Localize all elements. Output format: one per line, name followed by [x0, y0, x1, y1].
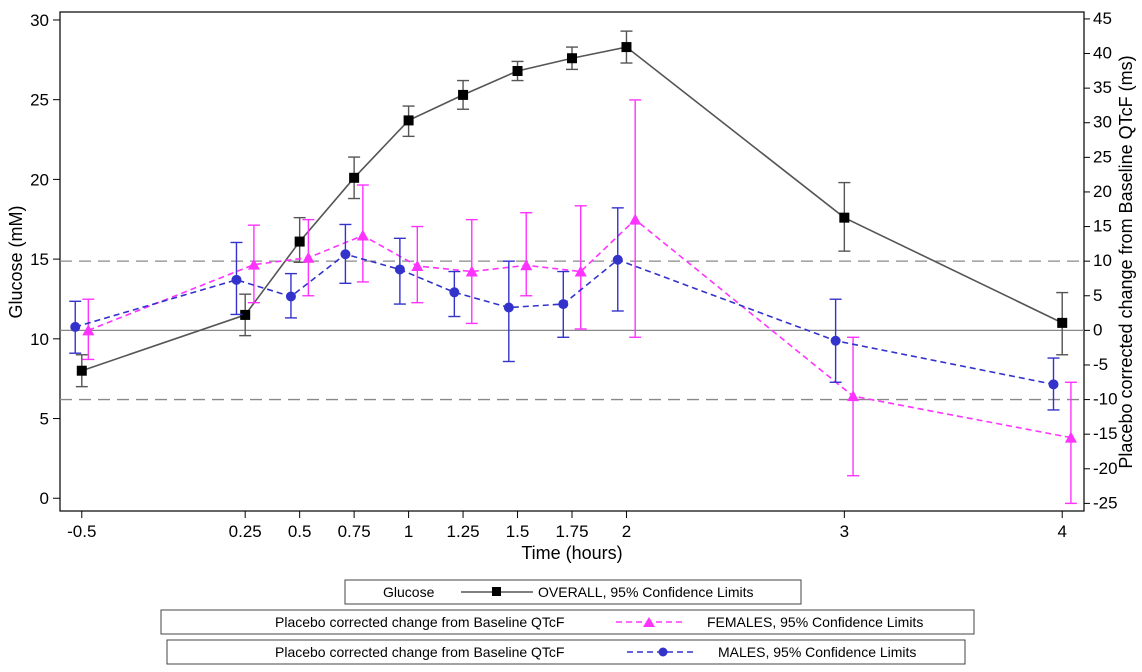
series-layer — [69, 30, 1077, 505]
y-right-axis: -25 -20 -15 -10 -5 0 5 10 15 20 25 30 35 40 45 — [1084, 9, 1118, 512]
data-point — [520, 259, 533, 271]
data-point — [340, 249, 351, 260]
y-right-axis-label: Placebo corrected change from Baseline Q… — [1116, 55, 1136, 468]
y-left-tick-label: 25 — [30, 91, 49, 110]
y-right-tick-label: 25 — [1093, 147, 1112, 166]
legend-overall: Glucose OVERALL, 95% Confidence Limits — [344, 579, 802, 605]
legend-marker-overall — [492, 587, 501, 596]
data-point — [349, 172, 360, 183]
series-line — [88, 218, 1072, 439]
series-triangle — [82, 99, 1077, 505]
legend-marker-females — [643, 617, 655, 627]
y-left-axis-label: Glucose (mM) — [6, 205, 26, 318]
y-right-tick-label: 30 — [1093, 113, 1112, 132]
series-square — [75, 30, 1069, 388]
data-point — [285, 291, 296, 302]
data-point — [465, 265, 478, 277]
data-point — [411, 259, 424, 271]
data-point — [356, 229, 369, 241]
data-point — [458, 89, 469, 100]
x-tick-label: 2 — [622, 522, 631, 541]
y-right-tick-label: 15 — [1093, 217, 1112, 236]
y-right-tick-label: 5 — [1093, 286, 1102, 305]
y-right-tick-label: 35 — [1093, 78, 1112, 97]
x-tick-label: 0.75 — [338, 522, 371, 541]
data-point — [302, 251, 315, 263]
y-left-tick-label: 5 — [40, 410, 49, 429]
data-point — [839, 212, 850, 223]
data-point — [847, 390, 860, 402]
y-left-tick-label: 15 — [30, 250, 49, 269]
data-point — [294, 236, 305, 247]
data-point — [231, 274, 242, 285]
plot-area — [59, 11, 1085, 512]
reference-lines — [60, 260, 1084, 401]
error-bar — [847, 336, 860, 477]
data-point — [1048, 379, 1059, 390]
error-bar — [1064, 381, 1077, 505]
y-left-tick-label: 0 — [40, 489, 49, 508]
legend-group-label: Placebo corrected change from Baseline Q… — [275, 614, 564, 630]
legend-box-males — [166, 639, 966, 665]
data-point — [403, 115, 414, 126]
y-left-tick-label: 20 — [30, 170, 49, 189]
x-tick-label: 1.25 — [447, 522, 480, 541]
data-point — [567, 53, 577, 64]
data-point — [247, 258, 260, 270]
series-circle — [69, 207, 1060, 411]
legend-box-females — [160, 609, 975, 635]
y-left-tick-label: 30 — [30, 11, 49, 30]
data-point — [82, 324, 95, 336]
data-point — [449, 287, 460, 298]
data-point — [1057, 317, 1068, 328]
error-bar — [520, 212, 533, 297]
x-tick-label: 1.75 — [555, 522, 588, 541]
y-right-tick-label: -10 — [1093, 390, 1118, 409]
data-point — [512, 65, 523, 76]
data-point — [558, 299, 569, 310]
data-point — [621, 42, 632, 53]
data-point — [503, 302, 514, 313]
legend-males: Placebo corrected change from Baseline Q… — [166, 639, 966, 665]
legend-group-label: Placebo corrected change from Baseline Q… — [275, 644, 564, 660]
data-point — [70, 321, 81, 332]
y-right-tick-label: -20 — [1093, 459, 1118, 478]
x-tick-label: 1 — [404, 522, 413, 541]
y-right-tick-label: -5 — [1093, 355, 1108, 374]
y-left-tick-label: 10 — [30, 330, 49, 349]
data-point — [394, 264, 405, 275]
y-right-tick-label: 20 — [1093, 182, 1112, 201]
x-axis: -0.5 0.25 0.5 0.75 1 1.25 1.5 1.75 2 3 4 — [67, 511, 1067, 541]
legend-marker-males — [658, 647, 668, 657]
y-right-tick-label: 10 — [1093, 251, 1112, 270]
x-tick-label: 3 — [840, 522, 849, 541]
legend-entry-overall: OVERALL, 95% Confidence Limits — [538, 584, 754, 600]
series-line — [75, 253, 1054, 386]
y-right-tick-label: -25 — [1093, 493, 1118, 512]
data-point — [574, 265, 587, 277]
y-right-tick-label: 45 — [1093, 9, 1112, 28]
y-right-tick-label: -15 — [1093, 424, 1118, 443]
x-tick-label: 0.25 — [229, 522, 262, 541]
x-axis-label: Time (hours) — [521, 543, 622, 563]
data-point — [629, 213, 642, 225]
x-tick-label: 0.5 — [288, 522, 312, 541]
y-right-tick-label: 0 — [1093, 320, 1102, 339]
legend-females: Placebo corrected change from Baseline Q… — [160, 609, 975, 635]
data-point — [76, 365, 87, 376]
x-tick-label: 1.5 — [506, 522, 530, 541]
legend-group-label: Glucose — [383, 584, 435, 600]
legend-entry-males: MALES, 95% Confidence Limits — [718, 644, 916, 660]
y-right-tick-label: 40 — [1093, 44, 1112, 63]
data-point — [612, 254, 623, 265]
x-tick-label: 4 — [1057, 522, 1066, 541]
y-left-axis: 0 5 10 15 20 25 30 — [30, 11, 60, 508]
legend-box-overall — [344, 579, 802, 605]
legend-entry-females: FEMALES, 95% Confidence Limits — [707, 614, 923, 630]
x-tick-label: -0.5 — [67, 522, 96, 541]
data-point — [240, 309, 251, 320]
data-point — [830, 335, 841, 346]
data-point — [1064, 431, 1077, 443]
